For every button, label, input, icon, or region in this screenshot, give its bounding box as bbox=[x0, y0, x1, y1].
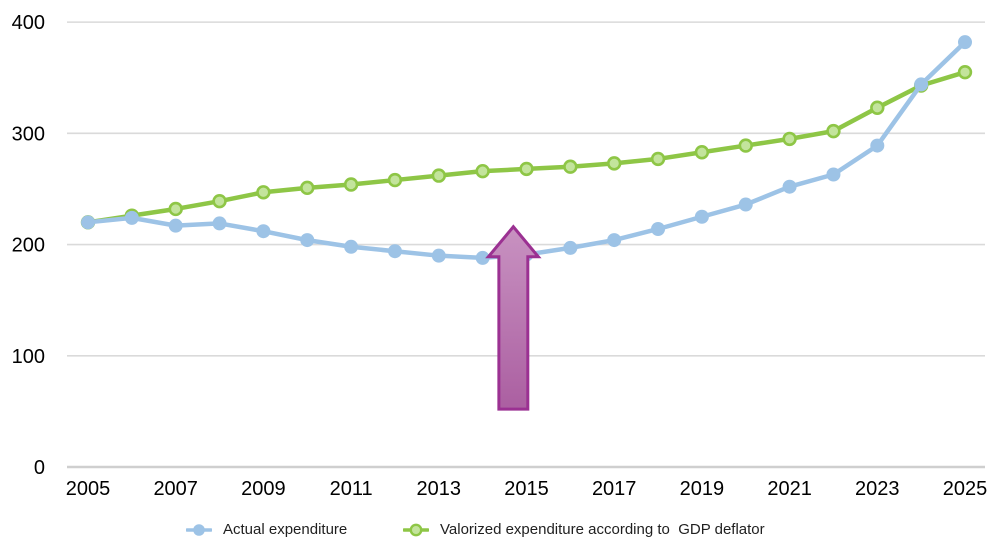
series-1-point-2021 bbox=[782, 131, 797, 147]
series-1-point-2007 bbox=[168, 201, 183, 217]
series-1-point-2019 bbox=[694, 145, 710, 160]
series-1-point-2016 bbox=[563, 159, 578, 174]
series-0-point-2022 bbox=[826, 167, 841, 182]
series-0-point-2023 bbox=[870, 138, 885, 153]
series-1-point-2017 bbox=[606, 156, 622, 171]
y-tick-label-200: 200 bbox=[12, 235, 45, 257]
series-1-point-2008 bbox=[212, 193, 227, 209]
series-0-point-2025 bbox=[958, 35, 972, 50]
x-tick-label-2025: 2025 bbox=[943, 478, 988, 500]
series-1-point-2018 bbox=[650, 151, 666, 167]
series-1-point-2022 bbox=[826, 123, 841, 139]
series-0-point-2024 bbox=[914, 77, 929, 92]
series-1-point-2011 bbox=[343, 177, 359, 192]
x-tick-label-2013: 2013 bbox=[417, 478, 462, 500]
series-0-point-2008 bbox=[212, 216, 227, 231]
legend-item-valorized-expenditure: Valorized expenditure according to GDP d… bbox=[403, 516, 765, 544]
x-tick-label-2009: 2009 bbox=[241, 478, 286, 500]
x-tick-label-2021: 2021 bbox=[767, 478, 812, 500]
series-1-point-2025 bbox=[957, 64, 973, 80]
x-tick-label-2017: 2017 bbox=[592, 478, 637, 500]
legend-marker-green-icon bbox=[403, 523, 429, 537]
series-1-point-2013 bbox=[431, 168, 446, 183]
series-1-point-2009 bbox=[256, 185, 271, 200]
series-1-point-2014 bbox=[475, 163, 490, 179]
series-0-point-2012 bbox=[387, 244, 402, 259]
series-0-point-2006 bbox=[124, 210, 139, 225]
series-0-point-2009 bbox=[256, 224, 271, 239]
series-0-point-2014 bbox=[475, 250, 490, 265]
x-tick-label-2007: 2007 bbox=[153, 478, 198, 500]
chart-legend: Actual expenditure Valorized expenditure… bbox=[0, 516, 1006, 544]
x-tick-label-2023: 2023 bbox=[855, 478, 900, 500]
y-tick-label-300: 300 bbox=[12, 123, 45, 145]
series-1-point-2015 bbox=[519, 161, 534, 177]
series-0-point-2018 bbox=[651, 221, 666, 236]
legend-item-actual-expenditure: Actual expenditure bbox=[186, 516, 347, 544]
series-0-point-2017 bbox=[607, 233, 622, 248]
series-1-point-2020 bbox=[738, 138, 753, 153]
series-0-point-2016 bbox=[563, 240, 578, 255]
expenditure-line-chart: 0 100 200 300 400 2005 2007 2009 2011 2013 2015 201… bbox=[12, 12, 988, 500]
up-arrow-annotation bbox=[485, 224, 542, 411]
series-1-point-2023 bbox=[870, 100, 885, 115]
series-0-point-2005 bbox=[81, 215, 95, 230]
legend-label-actual-expenditure: Actual expenditure bbox=[223, 521, 348, 538]
x-tick-label-2011: 2011 bbox=[330, 478, 373, 500]
series-1-point-2010 bbox=[300, 180, 315, 196]
x-tick-label-2005: 2005 bbox=[66, 478, 111, 500]
x-tick-label-2019: 2019 bbox=[680, 478, 725, 500]
y-tick-label-0: 0 bbox=[34, 457, 45, 479]
series-0-point-2010 bbox=[300, 233, 315, 248]
legend-marker-blue-icon bbox=[186, 524, 212, 536]
y-tick-label-100: 100 bbox=[12, 346, 45, 368]
series-0-point-2020 bbox=[738, 197, 753, 212]
series-0-point-2019 bbox=[694, 209, 709, 224]
x-tick-label-2015: 2015 bbox=[504, 478, 549, 500]
series-0-point-2021 bbox=[782, 179, 797, 194]
y-tick-label-400: 400 bbox=[12, 12, 45, 34]
series-0-point-2013 bbox=[431, 248, 446, 263]
series-1-point-2012 bbox=[387, 172, 403, 188]
series-0-point-2007 bbox=[168, 218, 183, 233]
legend-label-valorized-expenditure: Valorized expenditure according to GDP d… bbox=[440, 521, 765, 538]
series-0-point-2011 bbox=[344, 239, 359, 254]
